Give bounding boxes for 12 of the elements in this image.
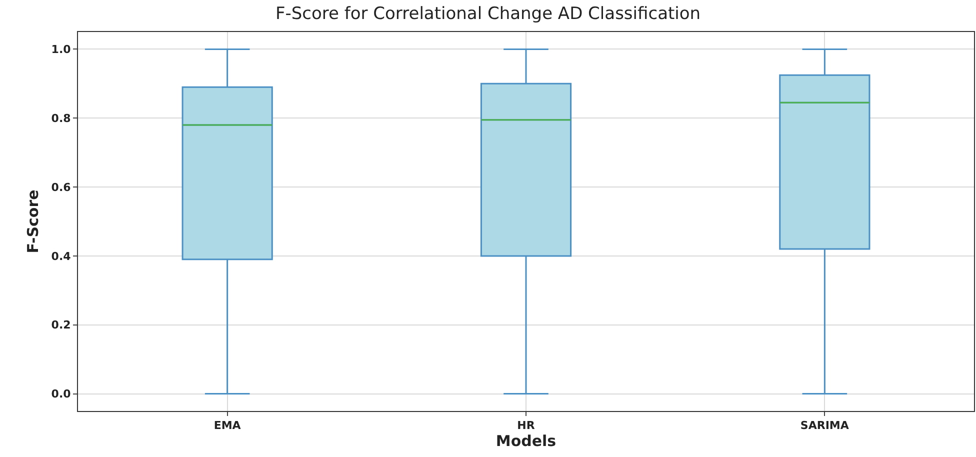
y-tick-label: 0.4	[51, 250, 72, 263]
y-tick-label: 1.0	[51, 43, 72, 56]
x-tick-label: SARIMA	[800, 419, 850, 432]
y-axis-title: F-Score	[24, 190, 42, 254]
y-tick-label: 0.8	[51, 112, 71, 125]
y-tick-label: 0.6	[51, 180, 72, 194]
x-tick-label: EMA	[214, 419, 242, 432]
chart-title: F-Score for Correlational Change AD Classification	[275, 4, 701, 24]
x-axis-title: Models	[496, 432, 556, 450]
x-tick-label: HR	[517, 419, 536, 432]
y-tick-label: 0.0	[51, 388, 72, 401]
y-tick-label: 0.2	[51, 318, 71, 332]
